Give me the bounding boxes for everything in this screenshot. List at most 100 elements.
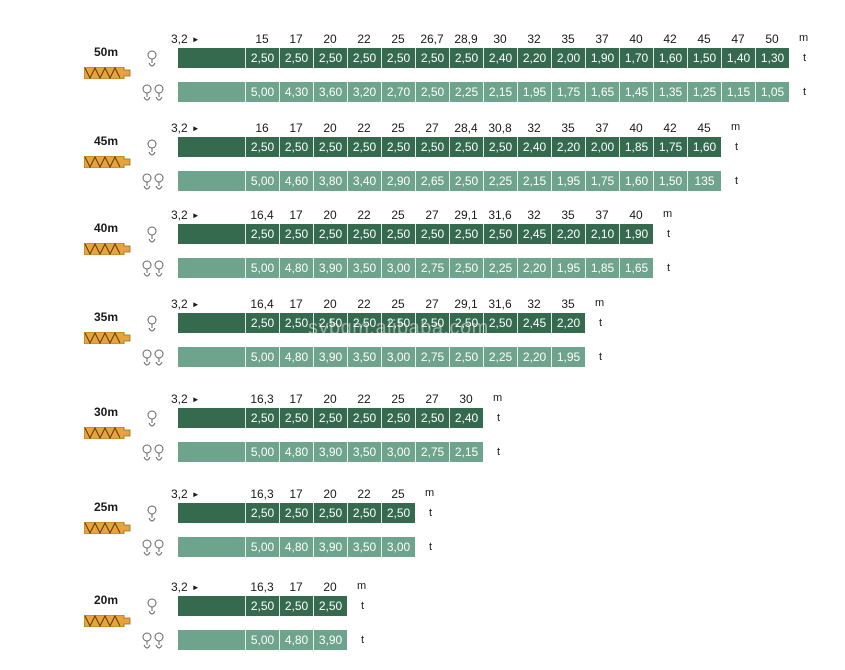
load-cell: 2,50 [347,224,381,244]
distance-header: 25 [391,32,405,46]
distance-header: 35 [561,32,575,46]
load-cell: 2,50 [415,224,449,244]
load-unit: t [429,541,433,553]
jib-section-icon [83,155,132,169]
double-fall-load-row: 5,00 4,80 3,90 3,50 3,00 2,75 2,15 [178,442,483,462]
distance-header: 16,3 [250,580,274,594]
boom-section-20m: 20m 3,2 ► 16,3 17 20 m 2,50 2,50 2,50 t 5,00 4,80 3,9… [0,580,845,670]
load-cell: 2,50 [415,82,449,102]
load-cell: 1,50 [653,171,687,191]
load-cell: 2,50 [415,137,449,157]
load-cell: 2,50 [415,48,449,68]
load-cell: 3,50 [347,347,381,367]
single-fall-hook-icon [140,313,166,335]
load-cell: 2,15 [483,82,517,102]
load-cell: 2,25 [483,347,517,367]
load-unit: t [361,600,365,612]
start-distance: 3,2 ► [171,580,200,594]
arrow-right-icon: ► [191,211,200,220]
load-cell: 2,50 [279,313,313,333]
boom-section-30m: 30m 3,2 ► 16,3 17 20 22 25 27 30 m 2,50 2,50 2,50 2,50… [0,392,845,482]
distance-header: 30 [459,392,473,406]
double-fall-load-row: 5,00 4,80 3,90 3,50 3,00 2,75 2,50 2,25 2,20 1,95… [178,258,653,278]
distance-header: 35 [561,121,575,135]
load-unit: t [361,634,365,646]
load-cell: 2,50 [245,48,279,68]
distance-header: 16,4 [250,297,274,311]
load-cell: 1,90 [619,224,653,244]
distance-header: 40 [629,208,643,222]
single-fall-load-row: 2,50 2,50 2,50 2,50 2,50 [178,503,415,523]
single-fall-hook-icon [140,596,166,618]
load-cell: 1,15 [721,82,755,102]
distance-header: 28,9 [454,32,478,46]
load-cell: 3,90 [313,258,347,278]
load-cell: 2,25 [483,171,517,191]
load-cell: 1,40 [721,48,755,68]
distance-header: 37 [595,32,609,46]
load-cell: 2,50 [381,313,415,333]
distance-header: 25 [391,121,405,135]
load-cell: 2,25 [449,82,483,102]
distance-header: 37 [595,208,609,222]
load-cell: 3,00 [381,537,415,557]
load-cell: 2,50 [449,347,483,367]
load-cell: 2,00 [585,137,619,157]
load-cell: 2,50 [449,171,483,191]
boom-section-45m: 45m 3,2 ► 16 17 20 22 25 27 28,4 30,8 32 35 37 40 42 45 m… [0,121,845,211]
jib-section-icon [83,331,132,345]
load-cell: 2,50 [279,224,313,244]
load-cell: 1,25 [687,82,721,102]
load-cell: 3,80 [313,171,347,191]
double-fall-hook-icon [140,537,166,559]
load-cell: 2,15 [517,171,551,191]
load-cell: 2,50 [347,408,381,428]
load-cell: 5,00 [245,537,279,557]
load-cell: 1,95 [551,347,585,367]
distance-header: 32 [527,121,541,135]
distance-header: 32 [527,297,541,311]
distance-header: 32 [527,208,541,222]
single-fall-load-row: 2,50 2,50 2,50 [178,596,347,616]
double-fall-load-row: 5,00 4,60 3,80 3,40 2,90 2,65 2,50 2,25 2,15 1,95… [178,171,721,191]
load-cell: 2,15 [449,442,483,462]
distance-header: 40 [629,121,643,135]
load-cell: 2,50 [449,48,483,68]
load-cell: 2,50 [313,596,347,616]
distance-header: 50 [765,32,779,46]
load-cell: 1,75 [551,82,585,102]
load-cell: 2,20 [517,347,551,367]
load-cell: 2,75 [415,347,449,367]
load-cell: 3,20 [347,82,381,102]
load-cell: 2,25 [483,258,517,278]
load-unit: t [735,141,739,153]
jib-section-icon [83,242,132,256]
load-cell: 1,75 [585,171,619,191]
arrow-right-icon: ► [191,583,200,592]
double-fall-load-row: 5,00 4,30 3,60 3,20 2,70 2,50 2,25 2,15 1,95 1,75… [178,82,789,102]
load-cell: 5,00 [245,82,279,102]
distance-header: 16 [255,121,269,135]
load-cell: 1,75 [653,137,687,157]
load-cell: 1,70 [619,48,653,68]
load-cell: 2,50 [347,137,381,157]
load-cell: 2,50 [381,503,415,523]
double-fall-hook-icon [140,347,166,369]
distance-header: 20 [323,208,337,222]
load-cell: 2,50 [449,224,483,244]
load-cell: 2,50 [313,408,347,428]
load-cell: 5,00 [245,442,279,462]
load-cell: 3,90 [313,442,347,462]
distance-header: 26,7 [420,32,444,46]
load-cell: 1,05 [755,82,789,102]
distance-header: 20 [323,487,337,501]
load-cell: 4,60 [279,171,313,191]
load-cell: 2,50 [279,48,313,68]
load-cell: 4,80 [279,630,313,650]
arrow-right-icon: ► [191,300,200,309]
load-cell: 2,75 [415,258,449,278]
double-fall-load-row: 5,00 4,80 3,90 [178,630,347,650]
distance-header: 35 [561,208,575,222]
start-distance-value: 3,2 [171,487,188,501]
load-cell: 2,20 [551,137,585,157]
